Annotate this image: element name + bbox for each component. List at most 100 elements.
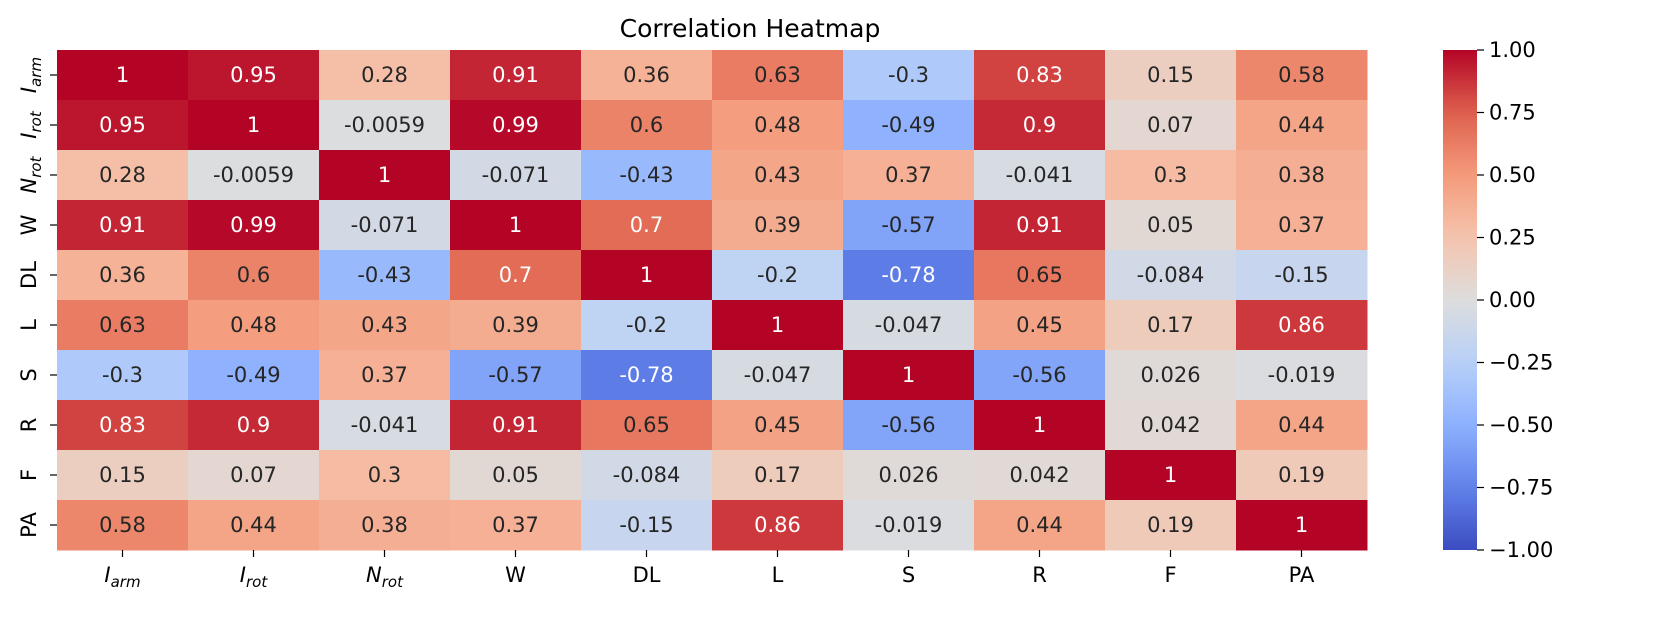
- heatmap-cell: [319, 200, 451, 251]
- heatmap-cell: [1105, 100, 1237, 151]
- cell-value-label: 1: [771, 313, 784, 337]
- cell-value-label: -0.49: [226, 363, 280, 387]
- heatmap-cell: [843, 350, 975, 401]
- heatmap-cell: [188, 300, 320, 351]
- cell-value-label: 0.28: [361, 63, 408, 87]
- heatmap-cell: [1105, 250, 1237, 301]
- heatmap-cell: [450, 250, 582, 301]
- heatmap-cell: [712, 400, 844, 451]
- x-tick-label-base: L: [772, 563, 784, 587]
- cell-value-label: 0.39: [492, 313, 539, 337]
- cell-value-label: 0.37: [361, 363, 408, 387]
- heatmap-cell: [581, 350, 713, 401]
- heatmap-cell: [974, 300, 1106, 351]
- cell-value-label: 0.91: [1016, 213, 1063, 237]
- heatmap-cell: [188, 200, 320, 251]
- cell-value-label: -0.084: [613, 463, 681, 487]
- y-tick-label-base: I: [17, 87, 41, 93]
- heatmap-cell: [1105, 200, 1237, 251]
- colorbar-tick-label: 0.75: [1489, 101, 1536, 125]
- y-tick-label-base: R: [17, 418, 41, 433]
- cell-value-label: 0.026: [878, 463, 938, 487]
- cell-value-label: 0.86: [1278, 313, 1325, 337]
- cell-value-label: -0.15: [619, 513, 673, 537]
- heatmap-cell: [843, 150, 975, 201]
- heatmap-cell: [1236, 50, 1368, 101]
- y-tick-label-base: I: [17, 133, 41, 139]
- cell-value-label: 0.65: [623, 413, 670, 437]
- y-tick-label-base: PA: [17, 512, 41, 538]
- heatmap-cell: [712, 100, 844, 151]
- heatmap-cell: [843, 300, 975, 351]
- heatmap-cell: [450, 450, 582, 501]
- cell-value-label: -0.071: [351, 213, 419, 237]
- y-tick-label: R: [17, 418, 41, 433]
- cell-value-label: 0.65: [1016, 263, 1063, 287]
- heatmap-cell: [188, 450, 320, 501]
- cell-value-label: 0.9: [237, 413, 270, 437]
- cell-value-label: 0.3: [1154, 163, 1187, 187]
- heatmap-cell: [712, 500, 844, 551]
- heatmap-cell: [581, 100, 713, 151]
- cell-value-label: 0.83: [99, 413, 146, 437]
- heatmap-cell: [188, 500, 320, 551]
- heatmap-cell: [57, 100, 189, 151]
- cell-value-label: 0.44: [1016, 513, 1063, 537]
- cell-value-label: -0.43: [357, 263, 411, 287]
- heatmap-cell: [1236, 150, 1368, 201]
- cell-value-label: 0.86: [754, 513, 801, 537]
- cell-value-label: 0.44: [1278, 113, 1325, 137]
- cell-value-label: 0.58: [99, 513, 146, 537]
- y-tick-label: PA: [17, 512, 41, 538]
- heatmap-cell: [843, 250, 975, 301]
- cell-value-label: 0.026: [1140, 363, 1200, 387]
- cell-value-label: 0.28: [99, 163, 146, 187]
- heatmap-cell: [450, 100, 582, 151]
- heatmap-cell: [712, 300, 844, 351]
- y-tick-label: S: [17, 368, 41, 381]
- heatmap-cell: [974, 100, 1106, 151]
- cell-value-label: 0.37: [492, 513, 539, 537]
- heatmap-cell: [843, 500, 975, 551]
- cell-value-label: 0.37: [1278, 213, 1325, 237]
- heatmap-cell: [319, 350, 451, 401]
- cell-value-label: -0.56: [1012, 363, 1066, 387]
- cell-value-label: -0.78: [881, 263, 935, 287]
- heatmap-cell: [843, 400, 975, 451]
- cell-value-label: -0.49: [881, 113, 935, 137]
- x-tick-label: R: [1032, 563, 1047, 587]
- cell-value-label: -0.15: [1274, 263, 1328, 287]
- heatmap-cell: [974, 250, 1106, 301]
- cell-value-label: 0.38: [1278, 163, 1325, 187]
- cell-value-label: -0.2: [757, 263, 798, 287]
- y-tick-label-subscript: arm: [27, 57, 45, 87]
- heatmap-cell: [188, 150, 320, 201]
- cell-value-label: 0.48: [230, 313, 277, 337]
- heatmap-cell: [712, 250, 844, 301]
- heatmap-cell: [581, 300, 713, 351]
- y-tick-label: W: [17, 214, 41, 235]
- heatmap-cell: [450, 150, 582, 201]
- x-tick-label-base: F: [1164, 563, 1176, 587]
- heatmap-cell: [974, 450, 1106, 501]
- cell-value-label: 0.45: [754, 413, 801, 437]
- cell-value-label: 1: [247, 113, 260, 137]
- heatmap-cell: [188, 250, 320, 301]
- y-tick-label-base: W: [17, 214, 41, 235]
- cell-value-label: -0.041: [1006, 163, 1074, 187]
- heatmap-cell: [843, 50, 975, 101]
- heatmap-cell: [581, 50, 713, 101]
- cell-value-label: 0.19: [1278, 463, 1325, 487]
- x-tick-label-base: I: [104, 563, 110, 587]
- heatmap-cell: [319, 50, 451, 101]
- x-tick-label-base: DL: [633, 563, 661, 587]
- heatmap-cell: [1236, 100, 1368, 151]
- cell-value-label: 1: [902, 363, 915, 387]
- heatmap-cell: [843, 450, 975, 501]
- heatmap-cell: [1236, 450, 1368, 501]
- heatmap-cell: [712, 50, 844, 101]
- heatmap-cell: [57, 50, 189, 101]
- cell-value-label: 0.042: [1140, 413, 1200, 437]
